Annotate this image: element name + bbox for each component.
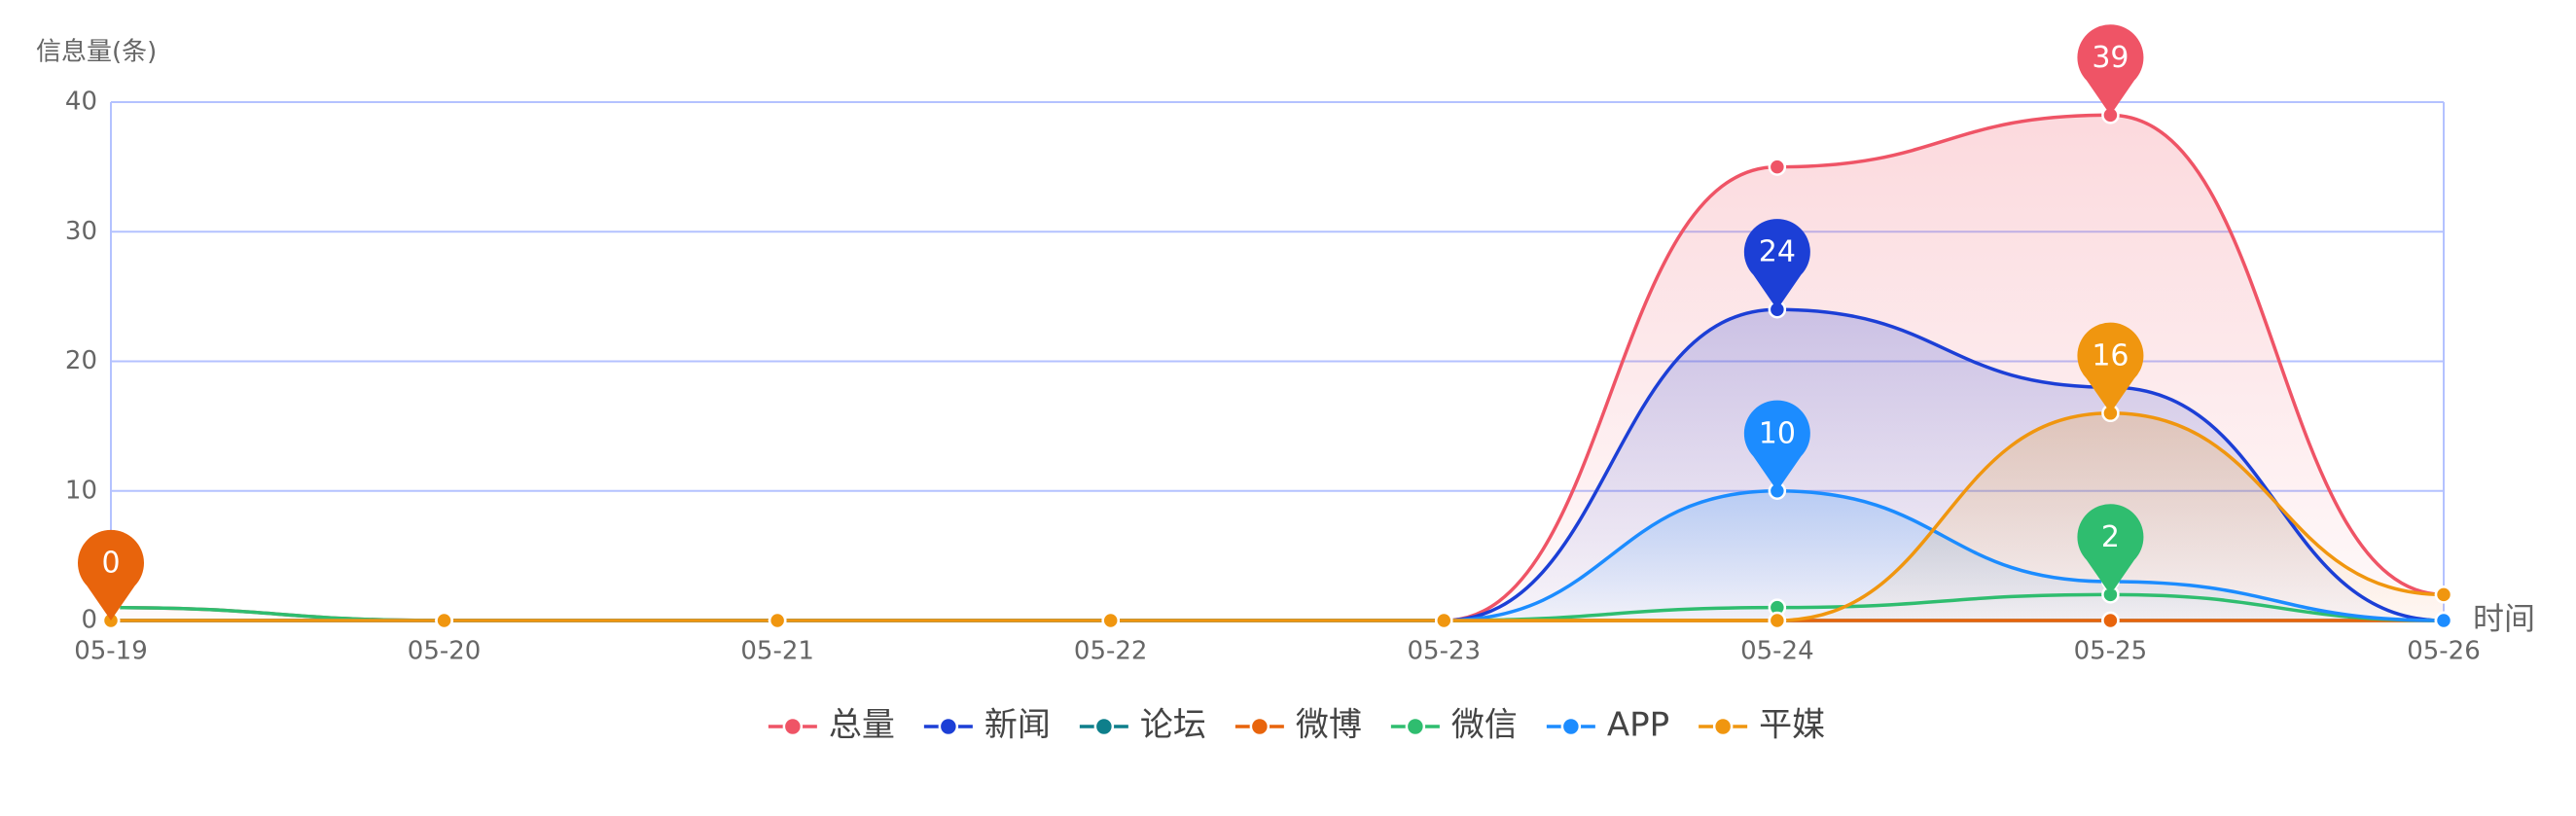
max-pin-label: 0	[101, 547, 120, 581]
legend-label: 微博	[1296, 706, 1362, 745]
legend-label: 论坛	[1140, 706, 1206, 745]
y-tick-label: 10	[65, 476, 97, 505]
point	[2434, 611, 2453, 630]
legend-label: APP	[1607, 706, 1669, 745]
legend-marker	[938, 716, 959, 737]
legend-marker	[1712, 716, 1734, 737]
max-pin	[2077, 504, 2144, 595]
x-tick-label: 05-21	[740, 637, 814, 666]
max-pin	[2077, 24, 2144, 116]
x-tick-label: 05-20	[408, 637, 482, 666]
max-pin	[1743, 400, 1810, 491]
legend-label: 新闻	[984, 706, 1051, 745]
max-pin-label: 39	[2092, 41, 2129, 75]
legend-marker	[1560, 716, 1582, 737]
max-pin-label: 16	[2092, 338, 2129, 373]
point	[1768, 611, 1787, 630]
area	[111, 490, 2444, 621]
legend-marker	[1405, 716, 1426, 737]
x-tick-label: 05-22	[1074, 637, 1148, 666]
y-tick-label: 0	[81, 606, 97, 635]
legend-marker	[1093, 716, 1115, 737]
y-axis-label: 信息量(条)	[36, 38, 157, 67]
point	[2101, 611, 2120, 630]
x-tick-label: 05-23	[1408, 637, 1482, 666]
legend-label: 平媒	[1759, 706, 1825, 745]
point	[768, 611, 787, 630]
point	[435, 611, 453, 630]
max-pin-label: 24	[1759, 235, 1796, 269]
legend-label: 微信	[1451, 706, 1518, 745]
max-pin-label: 10	[1759, 416, 1796, 450]
legend-marker	[1249, 716, 1270, 737]
legend-marker	[782, 716, 804, 737]
x-tick-label: 05-24	[1740, 637, 1814, 666]
point	[1768, 158, 1787, 176]
y-tick-label: 30	[65, 217, 97, 246]
max-pin-label: 2	[2101, 520, 2120, 554]
x-tick-label: 05-25	[2074, 637, 2148, 666]
legend-label: 总量	[829, 706, 895, 745]
point	[1101, 611, 1120, 630]
legend: 总量 新闻 论坛 微博 微信 APP 平媒	[768, 706, 1825, 745]
y-tick-label: 20	[65, 346, 97, 375]
max-pin	[77, 529, 144, 621]
x-axis-label: 时间	[2473, 600, 2535, 637]
x-tick-label: 05-19	[74, 637, 148, 666]
point	[1435, 611, 1453, 630]
point	[2434, 585, 2453, 604]
max-pin	[1743, 219, 1810, 310]
y-tick-label: 40	[65, 88, 97, 117]
max-pin	[2077, 322, 2144, 413]
x-tick-label: 05-26	[2407, 637, 2481, 666]
